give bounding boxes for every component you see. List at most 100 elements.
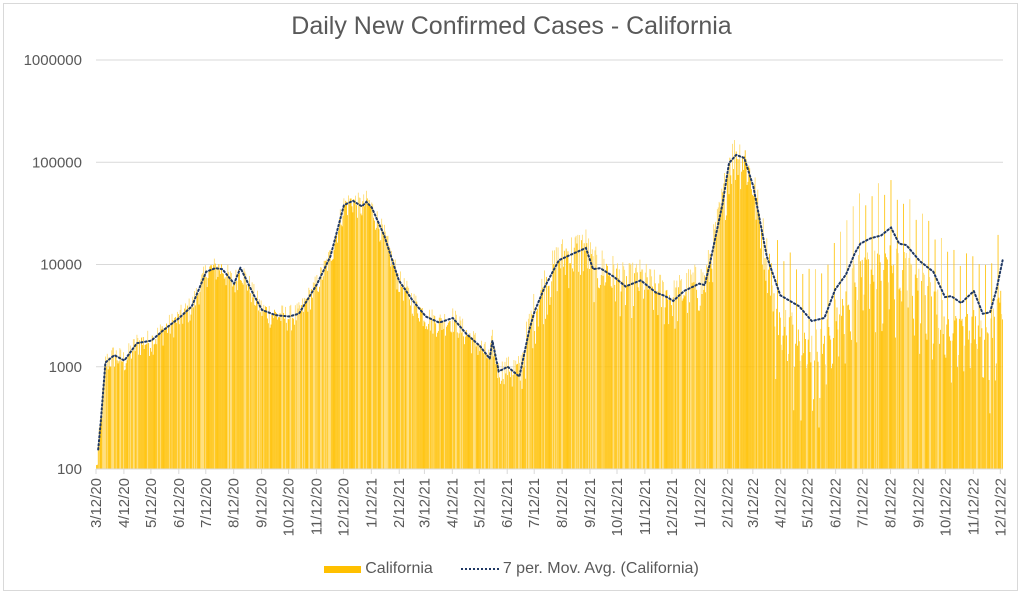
- bar: [987, 333, 989, 469]
- bar: [484, 341, 486, 469]
- bar: [738, 159, 740, 470]
- bar: [850, 339, 852, 469]
- bar: [858, 255, 859, 469]
- bar: [639, 259, 641, 469]
- x-tick-label: 3/12/20: [88, 478, 105, 528]
- bar: [521, 388, 523, 469]
- bar: [536, 308, 538, 469]
- bar: [607, 265, 608, 469]
- bar: [332, 258, 334, 469]
- bar: [856, 342, 858, 469]
- bar: [303, 297, 305, 469]
- bar: [931, 359, 933, 469]
- bar: [584, 250, 586, 469]
- bar: [302, 311, 304, 469]
- bar: [539, 297, 541, 469]
- bar: [929, 277, 931, 469]
- bar: [302, 298, 303, 469]
- bar: [147, 330, 149, 469]
- bar: [916, 278, 918, 469]
- bar: [868, 259, 869, 469]
- bar: [746, 184, 748, 470]
- bar: [585, 229, 587, 469]
- bar: [550, 297, 552, 469]
- bar: [545, 276, 547, 469]
- bar: [423, 320, 425, 469]
- bar: [462, 318, 464, 469]
- bar: [153, 344, 155, 469]
- bar: [406, 280, 408, 469]
- bar: [907, 307, 909, 469]
- bar: [173, 337, 175, 469]
- bar: [549, 304, 551, 469]
- bar: [438, 317, 440, 469]
- bar: [374, 220, 375, 469]
- bar: [487, 358, 489, 469]
- bar: [594, 250, 596, 469]
- bar: [196, 295, 198, 469]
- bar: [647, 289, 649, 469]
- bar: [796, 269, 797, 469]
- bar: [826, 319, 828, 469]
- bar: [505, 373, 507, 469]
- bar: [964, 345, 966, 469]
- bar: [577, 234, 579, 469]
- bar: [807, 339, 809, 469]
- bar: [940, 238, 942, 469]
- bar: [663, 324, 665, 469]
- bar: [309, 289, 311, 469]
- bar: [464, 336, 466, 469]
- bar: [823, 335, 825, 469]
- bar: [281, 305, 283, 469]
- bar: [426, 326, 428, 469]
- bar: [351, 206, 353, 470]
- bar: [971, 316, 973, 469]
- bar: [834, 299, 836, 469]
- bar: [700, 269, 702, 469]
- bar: [362, 201, 364, 470]
- bar: [581, 240, 582, 469]
- bar: [199, 291, 201, 469]
- bar: [542, 287, 544, 469]
- bar: [658, 283, 660, 469]
- bar: [743, 169, 744, 469]
- bar: [949, 336, 950, 469]
- y-tick-label: 100: [57, 461, 82, 478]
- bar: [379, 241, 381, 469]
- bar: [671, 305, 672, 469]
- bar: [551, 281, 553, 469]
- bar: [213, 258, 215, 469]
- bar: [572, 271, 574, 469]
- bar: [609, 276, 611, 469]
- bar: [724, 172, 725, 470]
- bar: [239, 273, 240, 469]
- bar: [944, 354, 946, 469]
- bar: [765, 280, 767, 469]
- bar: [518, 362, 520, 469]
- bar: [368, 200, 370, 469]
- bar: [728, 194, 730, 469]
- bar: [867, 252, 868, 469]
- bar: [532, 348, 534, 469]
- bar: [939, 343, 940, 469]
- bar: [797, 329, 799, 469]
- bar: [447, 322, 449, 469]
- bar: [260, 300, 262, 469]
- bar: [287, 319, 289, 469]
- bar: [166, 323, 168, 469]
- bar: [508, 356, 509, 469]
- bar: [590, 242, 591, 469]
- bar: [476, 344, 478, 469]
- bar: [448, 321, 450, 469]
- bar: [979, 336, 981, 469]
- bar: [698, 310, 700, 469]
- bar: [565, 248, 567, 469]
- bar: [339, 209, 341, 469]
- bar: [329, 249, 331, 469]
- x-tick-label: 3/12/22: [745, 478, 762, 528]
- bar: [353, 199, 355, 469]
- bar: [428, 309, 430, 469]
- bar: [330, 260, 332, 469]
- bar: [803, 353, 805, 469]
- bar: [662, 281, 664, 469]
